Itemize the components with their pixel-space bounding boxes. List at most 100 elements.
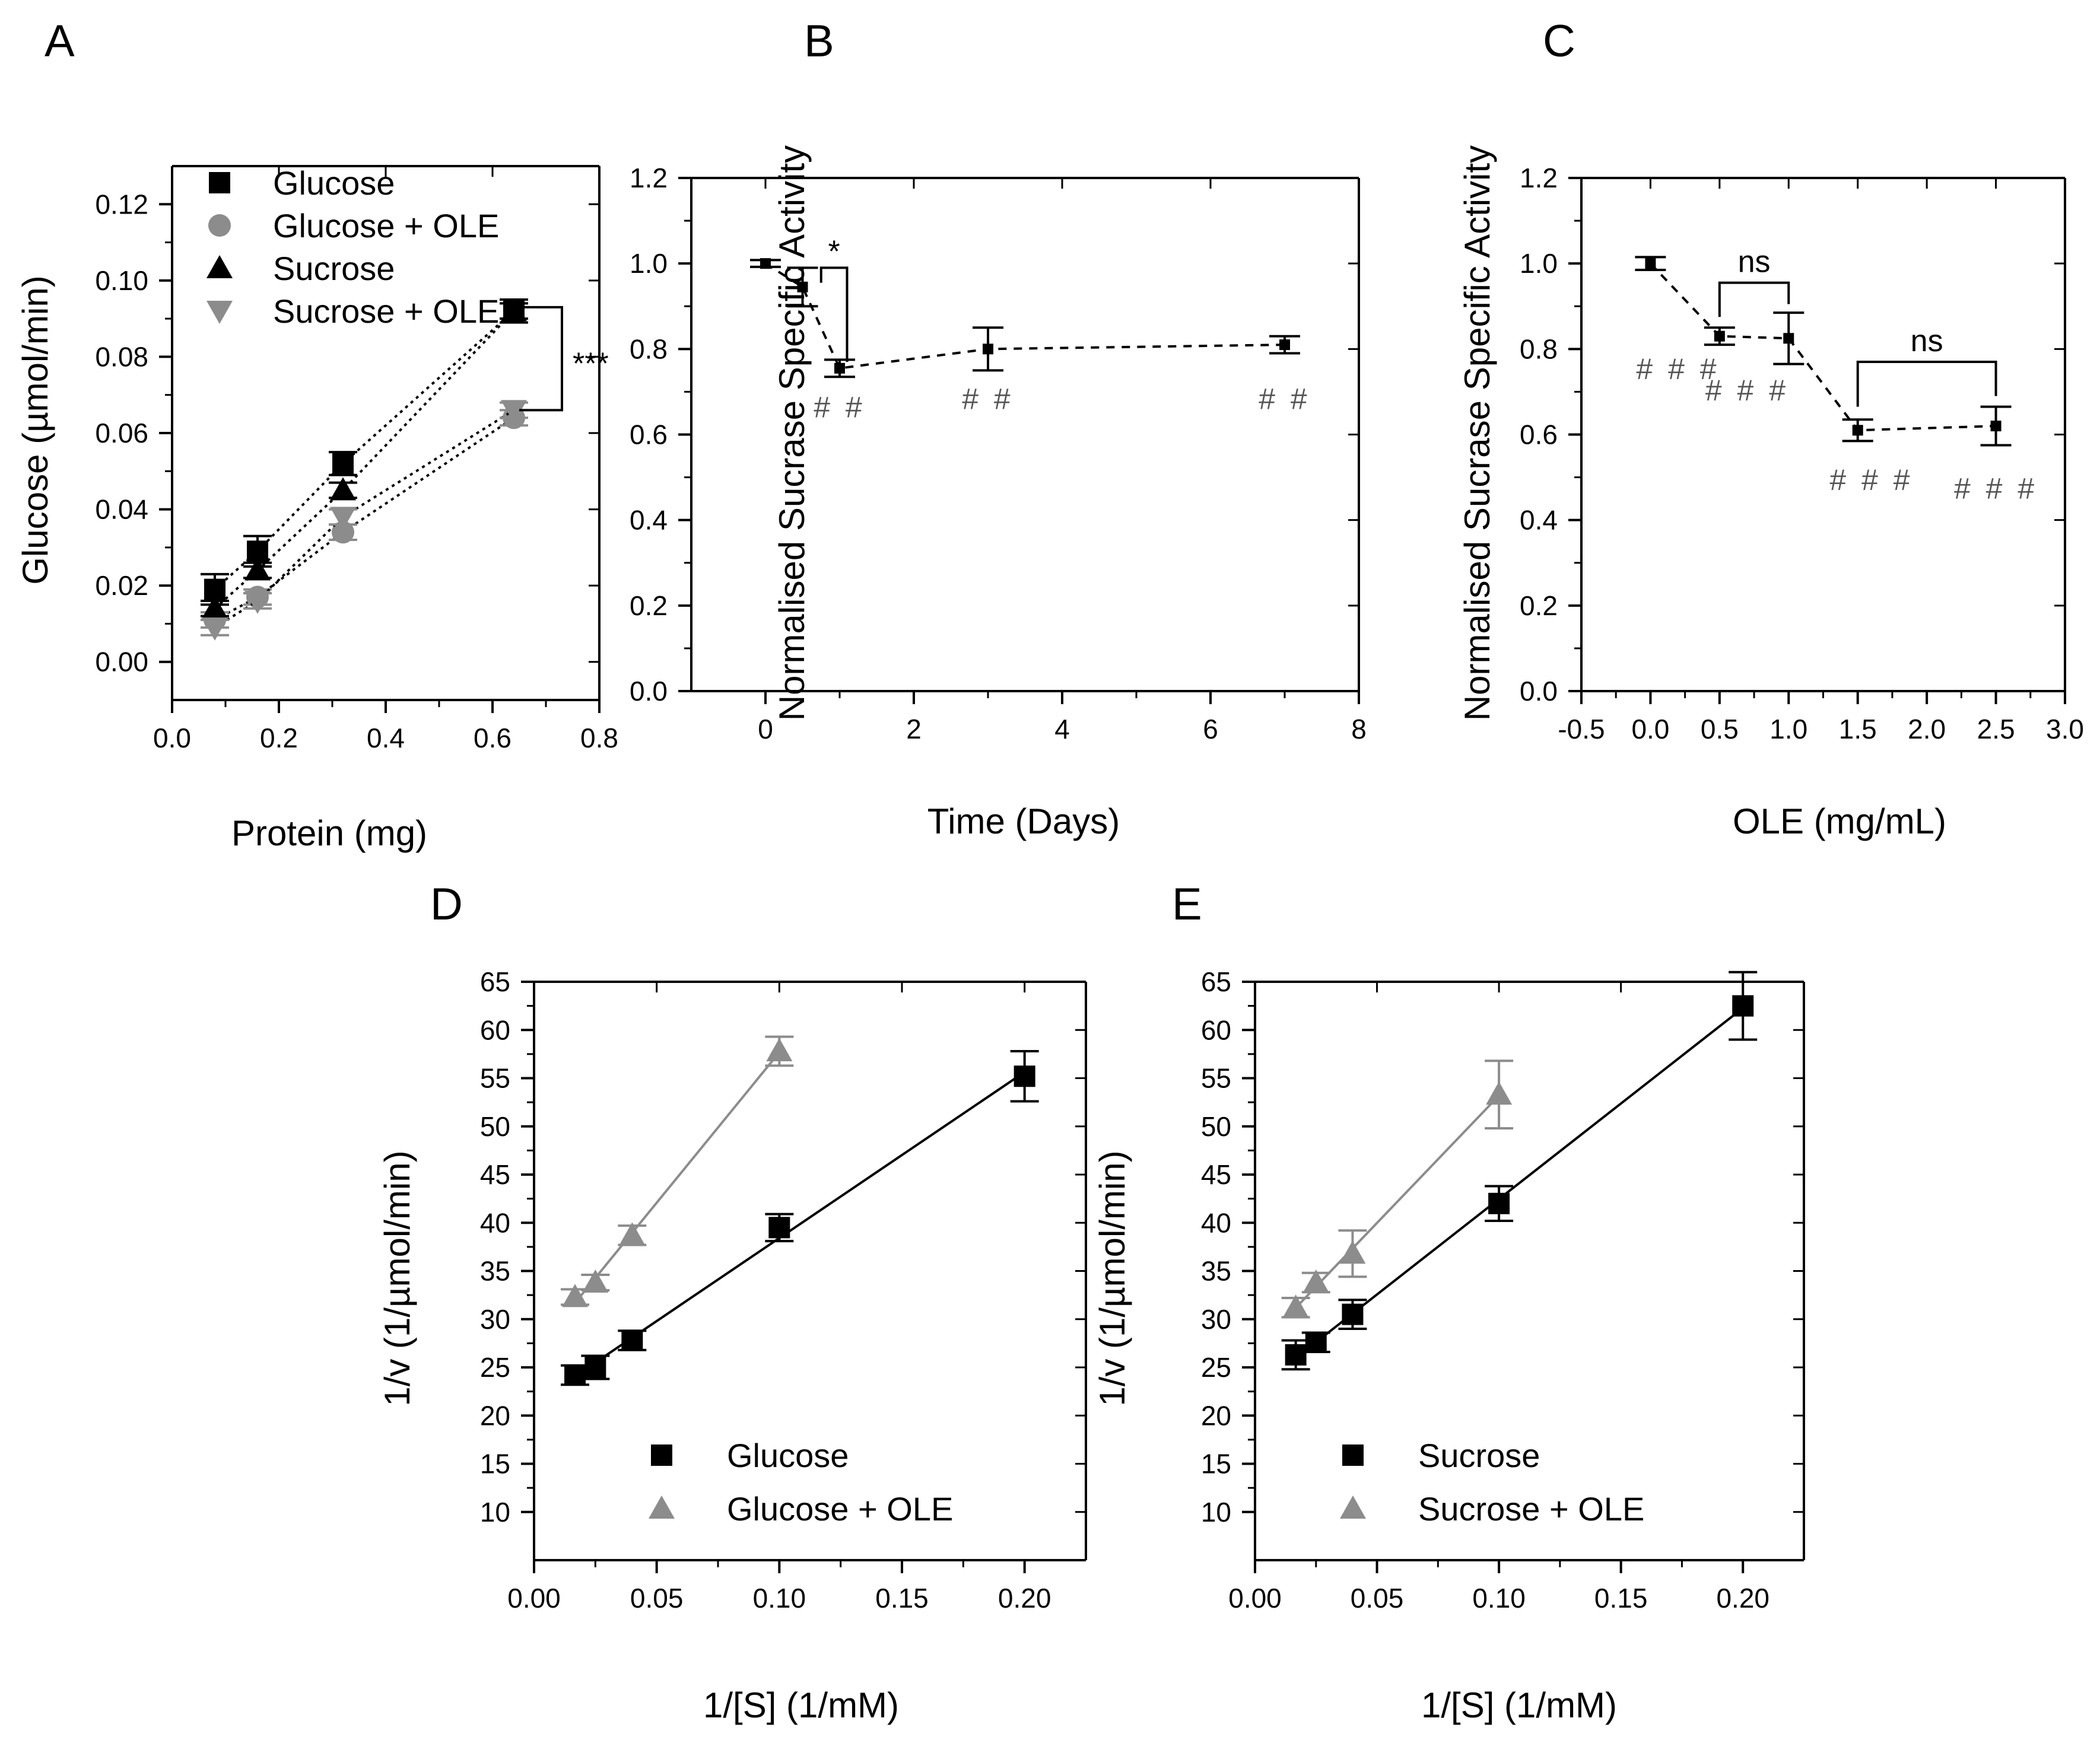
pa-series-3-line: [214, 409, 515, 629]
pb-x-tick-label: 6: [1203, 714, 1218, 744]
pc-y-tick-label: 0.4: [1520, 505, 1558, 536]
pd-series-1-point: [619, 1222, 646, 1246]
pb-series-0-point: [797, 281, 808, 292]
pd-series-1-point: [562, 1284, 589, 1307]
pc-y-tick-label: 1.0: [1520, 248, 1558, 279]
pe-legend-label-1: Sucrose + OLE: [1418, 1490, 1644, 1528]
panel-a: A 0.0 0.2 0.4 0.6 0.8 0.00 0.02 0.04 0.06 0.08 0.10…: [15, 16, 618, 853]
pa-y-tick-label: 0.00: [95, 647, 148, 677]
pa-series-2-point: [501, 298, 527, 322]
pe-series-1-point: [1302, 1269, 1329, 1293]
pa-x-tick-label: 0.4: [367, 723, 405, 753]
panel-d: D 0.00 0.05 0.10 0.15 0.20 10 15 20 25 30 35 40 45 50 5…: [377, 879, 1087, 1725]
pa-x-axis-title: Protein (mg): [231, 813, 427, 853]
pe-legend-marker-1: [1340, 1496, 1366, 1519]
pd-y-tick-label: 20: [480, 1400, 510, 1431]
pd-series-0-point: [621, 1329, 643, 1351]
pb-series-0-point: [760, 258, 771, 269]
pc-series-0-point: [1852, 425, 1863, 436]
panel-b: B 0 2 4 6 8 0.0 0.2 0.4 0.6 0.8 1.0 1.2 Time (Days) No…: [630, 16, 1367, 841]
panel-c: C-0.5 0.0 0.5 1.0 1.5 2.0 2.5 3.00.00.20.40.60.…: [1457, 16, 2084, 841]
pe-x-tick-label: 0.05: [1351, 1583, 1404, 1614]
pb-significance-bracket: [819, 266, 849, 362]
pc-x-tick-label: 0.5: [1701, 714, 1739, 744]
pd-x-tick-label: 0.20: [998, 1583, 1051, 1614]
pd-series-1-point: [766, 1038, 793, 1061]
pc-x-tick-label: 1.5: [1839, 714, 1877, 744]
pb-series-0-line: [764, 262, 1285, 370]
pd-legend-label-0: Glucose: [727, 1437, 849, 1474]
pa-y-tick-label: 0.06: [95, 418, 148, 448]
pd-series-0-point: [1014, 1065, 1035, 1087]
pa-series-0-point: [332, 453, 354, 475]
pc-series-0-point: [1645, 258, 1656, 269]
pa-legend-label-2: Sucrose: [273, 250, 395, 287]
pe-legend-label-0: Sucrose: [1418, 1437, 1540, 1474]
pd-series-1-point: [582, 1269, 609, 1293]
pd-y-tick-label: 10: [480, 1497, 510, 1528]
pc-significance-bracket: [1856, 360, 1997, 407]
pb-y-tick-label: 1.2: [630, 163, 668, 193]
pd-y-tick-label: 60: [480, 1014, 510, 1045]
pe-series-0-point: [1732, 995, 1754, 1017]
pd-y-tick-label: 15: [480, 1449, 510, 1479]
pc-y-tick-label: 0.2: [1520, 590, 1558, 621]
pc-hash-annotation: # # #: [1636, 352, 1720, 386]
panel-letter-a: A: [45, 16, 75, 66]
pb-x-tick-label: 0: [758, 714, 773, 744]
pa-legend-marker-2: [206, 255, 233, 278]
pa-series-2-point: [330, 477, 356, 501]
pe-series-1-point: [1486, 1081, 1513, 1105]
pa-series-3-point: [330, 507, 356, 530]
pb-y-tick-label: 1.0: [630, 248, 668, 279]
pb-x-tick-label: 2: [906, 714, 922, 744]
pe-legend-marker-0: [1342, 1444, 1364, 1466]
pb-series-0-point: [1279, 339, 1290, 351]
pd-y-tick-label: 30: [480, 1304, 510, 1335]
pc-x-tick-label: -0.5: [1558, 714, 1605, 744]
pe-y-tick-label: 55: [1201, 1063, 1231, 1094]
pa-series-1-line: [214, 416, 515, 621]
pe-series-0-point: [1305, 1331, 1327, 1353]
pd-y-tick-label: 50: [480, 1111, 510, 1142]
pc-hash-annotation: # # #: [1829, 463, 1913, 497]
pe-y-tick-label: 10: [1201, 1497, 1231, 1528]
pc-y-tick-label: 0.0: [1520, 676, 1558, 707]
panel-letter-b: B: [804, 16, 834, 66]
pc-y-tick-label: 0.8: [1520, 333, 1558, 364]
pe-y-tick-label: 45: [1201, 1159, 1231, 1190]
pe-series-0-point: [1342, 1303, 1364, 1325]
pa-y-tick-label: 0.04: [95, 494, 148, 525]
pc-hash-annotation: # # #: [1705, 374, 1789, 407]
pe-y-tick-label: 65: [1201, 966, 1231, 997]
pe-y-axis-title: 1/v (1/µmol/min): [1092, 1150, 1132, 1406]
pe-y-tick-label: 30: [1201, 1304, 1231, 1335]
pc-significance-label: ns: [1738, 245, 1771, 279]
pb-series-0-point: [983, 343, 993, 355]
pe-x-tick-label: 0.15: [1594, 1583, 1648, 1614]
pa-series-2-point: [202, 595, 228, 619]
pe-y-tick-label: 35: [1201, 1256, 1231, 1287]
pe-series-0-point: [1488, 1192, 1510, 1214]
pa-legend-label-3: Sucrose + OLE: [273, 292, 499, 330]
pe-series-1-point: [1339, 1240, 1366, 1264]
pc-x-tick-label: 3.0: [2046, 714, 2084, 744]
pb-y-tick-label: 0.4: [630, 505, 668, 536]
pd-y-tick-label: 35: [480, 1256, 510, 1287]
pc-y-tick-label: 0.6: [1520, 419, 1558, 450]
pb-x-tick-label: 8: [1351, 714, 1367, 744]
pc-series-0-point: [1990, 421, 2001, 432]
pa-y-tick-label: 0.10: [95, 265, 148, 296]
pe-y-tick-label: 50: [1201, 1111, 1231, 1142]
pb-x-axis-title: Time (Days): [927, 801, 1120, 841]
pa-legend-marker-0: [209, 172, 230, 193]
pc-x-tick-label: 2.0: [1908, 714, 1946, 744]
pd-series-0-point: [584, 1357, 606, 1378]
pa-x-tick-label: 0.0: [153, 723, 191, 753]
panel-e: E 0.00 0.05 0.10 0.15 0.20 10 15 20 25 30 35 40 45 50 5…: [1092, 879, 1805, 1725]
pa-series-1-point: [332, 521, 354, 544]
pe-y-tick-label: 60: [1201, 1014, 1231, 1045]
pa-legend-marker-1: [208, 214, 231, 237]
pa-x-tick-label: 0.6: [474, 723, 512, 753]
pc-x-tick-label: 2.5: [1977, 714, 2015, 744]
